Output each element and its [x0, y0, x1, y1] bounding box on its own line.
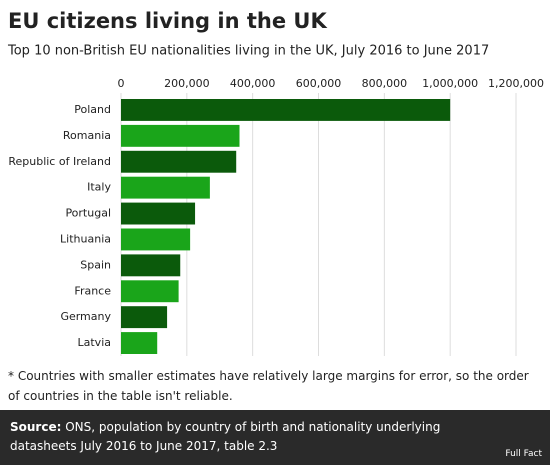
y-tick-label: Republic of Ireland [8, 155, 111, 168]
source-label: Source: [10, 420, 62, 434]
x-tick-label: 800,000 [362, 77, 408, 90]
x-tick-label: 1,200,000 [488, 77, 544, 90]
x-tick-label: 200,000 [164, 77, 210, 90]
bar [121, 280, 179, 303]
footnote: * Countries with smaller estimates have … [8, 369, 529, 403]
y-tick-label: Italy [87, 181, 111, 194]
y-tick-label: France [74, 284, 111, 297]
source: Source: ONS, population by country of bi… [10, 418, 490, 456]
y-tick-label: Germany [60, 310, 111, 323]
bar [121, 150, 237, 173]
chart-title: EU citizens living in the UK [8, 9, 327, 33]
chart: EU citizens living in the UK Top 10 non-… [7, 9, 544, 356]
y-tick-label: Lithuania [60, 232, 111, 245]
logo: Full Fact [505, 449, 542, 459]
chart-subtitle: Top 10 non-British EU nationalities livi… [7, 44, 489, 59]
y-tick-label: Spain [80, 258, 111, 271]
bar [121, 202, 196, 225]
y-tick-label: Latvia [78, 336, 112, 349]
x-tick-label: 400,000 [230, 77, 276, 90]
bar [121, 176, 210, 199]
source-text: ONS, population by country of birth and … [10, 420, 441, 453]
bar [121, 306, 168, 329]
y-tick-label: Poland [74, 103, 111, 116]
bar [121, 99, 451, 121]
x-tick-label: 1,000,000 [422, 77, 478, 90]
y-tick-label: Portugal [65, 207, 111, 220]
x-tick-label: 600,000 [296, 77, 342, 90]
bar [121, 332, 158, 354]
bar [121, 228, 191, 251]
bar [121, 124, 240, 147]
y-tick-label: Romania [63, 129, 111, 142]
x-tick-label: 0 [118, 77, 125, 90]
source-bar: Source: ONS, population by country of bi… [0, 410, 550, 465]
bar [121, 254, 181, 277]
